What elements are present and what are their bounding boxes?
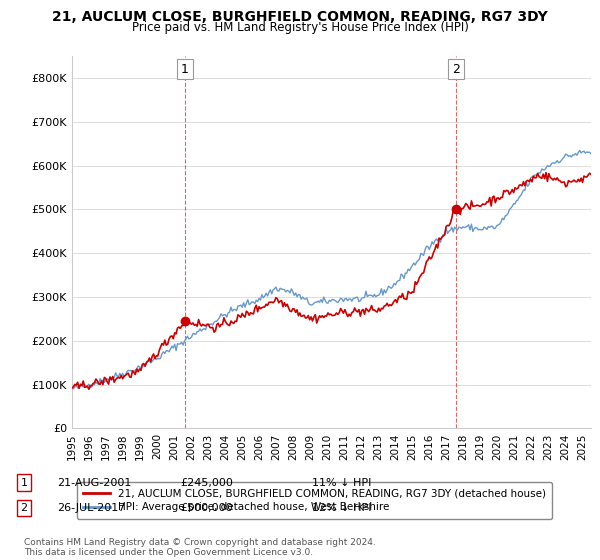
Text: 26-JUL-2017: 26-JUL-2017: [57, 503, 125, 513]
Legend: 21, AUCLUM CLOSE, BURGHFIELD COMMON, READING, RG7 3DY (detached house), HPI: Ave: 21, AUCLUM CLOSE, BURGHFIELD COMMON, REA…: [77, 482, 552, 519]
Text: 21, AUCLUM CLOSE, BURGHFIELD COMMON, READING, RG7 3DY: 21, AUCLUM CLOSE, BURGHFIELD COMMON, REA…: [52, 10, 548, 24]
Text: 1: 1: [20, 478, 28, 488]
Text: 2: 2: [452, 63, 460, 76]
Text: 21-AUG-2001: 21-AUG-2001: [57, 478, 131, 488]
Text: 11% ↓ HPI: 11% ↓ HPI: [312, 478, 371, 488]
Text: Price paid vs. HM Land Registry's House Price Index (HPI): Price paid vs. HM Land Registry's House …: [131, 21, 469, 34]
Text: 1: 1: [181, 63, 189, 76]
Text: 12% ↓ HPI: 12% ↓ HPI: [312, 503, 371, 513]
Text: £245,000: £245,000: [180, 478, 233, 488]
Text: 2: 2: [20, 503, 28, 513]
Text: £500,000: £500,000: [180, 503, 233, 513]
Text: Contains HM Land Registry data © Crown copyright and database right 2024.
This d: Contains HM Land Registry data © Crown c…: [24, 538, 376, 557]
